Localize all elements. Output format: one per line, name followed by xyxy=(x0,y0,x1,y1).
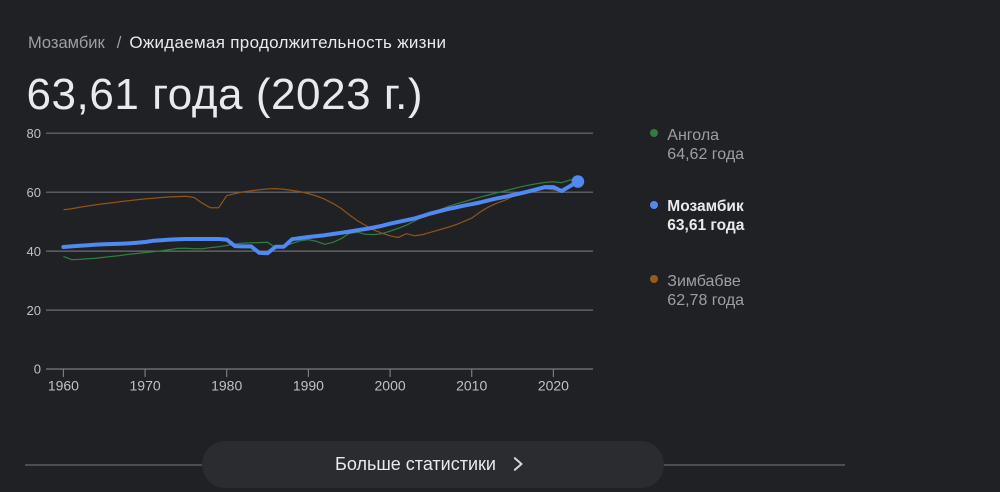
svg-text:2010: 2010 xyxy=(456,378,487,394)
svg-text:1970: 1970 xyxy=(130,378,161,394)
svg-text:20: 20 xyxy=(27,303,41,318)
svg-text:2020: 2020 xyxy=(538,378,569,394)
svg-text:2000: 2000 xyxy=(375,378,406,394)
svg-text:40: 40 xyxy=(27,244,41,259)
svg-text:1980: 1980 xyxy=(211,378,242,394)
svg-text:1960: 1960 xyxy=(48,378,79,394)
svg-text:80: 80 xyxy=(27,126,41,141)
svg-text:1990: 1990 xyxy=(293,378,324,394)
svg-text:0: 0 xyxy=(34,362,41,377)
svg-text:60: 60 xyxy=(27,185,41,200)
